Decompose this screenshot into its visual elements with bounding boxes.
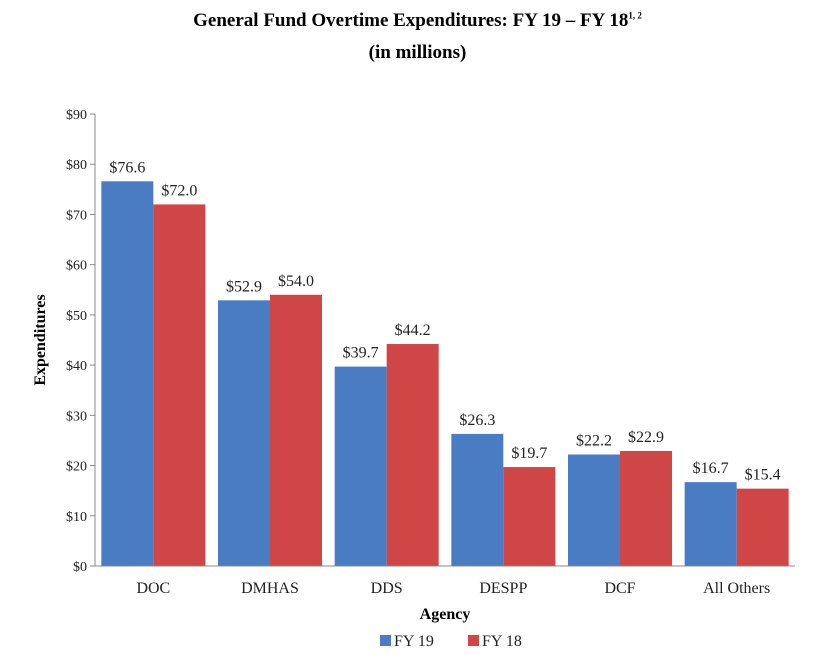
data-label: $76.6 bbox=[109, 159, 145, 176]
title-footnote: 1, 2 bbox=[628, 10, 642, 21]
data-label: $15.4 bbox=[745, 467, 781, 484]
data-label: $22.2 bbox=[576, 433, 612, 450]
data-label: $22.9 bbox=[628, 429, 664, 446]
bar bbox=[101, 181, 154, 566]
y-tick-label: $80 bbox=[66, 158, 87, 173]
data-label: $52.9 bbox=[226, 278, 262, 295]
bar bbox=[736, 488, 789, 566]
chart-title-text: General Fund Overtime Expenditures: FY 1… bbox=[193, 10, 629, 31]
bar bbox=[153, 204, 206, 566]
legend-swatch bbox=[468, 635, 479, 646]
x-tick-label: DCF bbox=[604, 580, 635, 597]
chart-subtitle: (in millions) bbox=[368, 42, 467, 63]
data-label: $72.0 bbox=[161, 182, 197, 199]
data-label: $26.3 bbox=[459, 412, 495, 429]
y-tick-label: $10 bbox=[66, 510, 87, 525]
x-tick-label: DDS bbox=[371, 580, 403, 597]
legend-swatch bbox=[380, 635, 391, 646]
x-tick-label: DMHAS bbox=[241, 580, 299, 597]
bar bbox=[270, 294, 322, 566]
x-tick-label: All Others bbox=[703, 580, 770, 597]
y-tick-label: $60 bbox=[66, 259, 87, 274]
y-tick-label: $70 bbox=[66, 208, 87, 223]
y-tick-label: $30 bbox=[66, 409, 87, 424]
data-label: $39.7 bbox=[343, 345, 379, 362]
bar bbox=[334, 366, 387, 566]
data-label: $44.2 bbox=[395, 322, 431, 339]
legend-label: FY 19 bbox=[394, 633, 434, 650]
bar bbox=[503, 467, 556, 566]
bar bbox=[451, 433, 504, 566]
y-tick-label: $0 bbox=[73, 560, 87, 575]
x-axis-title: Agency bbox=[420, 606, 471, 623]
y-tick-label: $20 bbox=[66, 460, 87, 475]
bar bbox=[218, 300, 270, 566]
data-label: $54.0 bbox=[278, 273, 314, 290]
bar bbox=[620, 450, 672, 566]
data-label: $19.7 bbox=[511, 445, 547, 462]
bar bbox=[386, 344, 439, 566]
chart-title: General Fund Overtime Expenditures: FY 1… bbox=[0, 10, 835, 32]
y-tick-label: $40 bbox=[66, 359, 87, 374]
y-tick-label: $90 bbox=[66, 108, 87, 123]
bar bbox=[568, 454, 620, 566]
data-label: $16.7 bbox=[693, 460, 729, 477]
x-tick-label: DESPP bbox=[479, 580, 527, 597]
y-axis-title: Expenditures bbox=[32, 294, 49, 385]
y-tick-label: $50 bbox=[66, 309, 87, 324]
legend-label: FY 18 bbox=[482, 633, 522, 650]
x-tick-label: DOC bbox=[136, 580, 170, 597]
bar bbox=[684, 482, 737, 566]
